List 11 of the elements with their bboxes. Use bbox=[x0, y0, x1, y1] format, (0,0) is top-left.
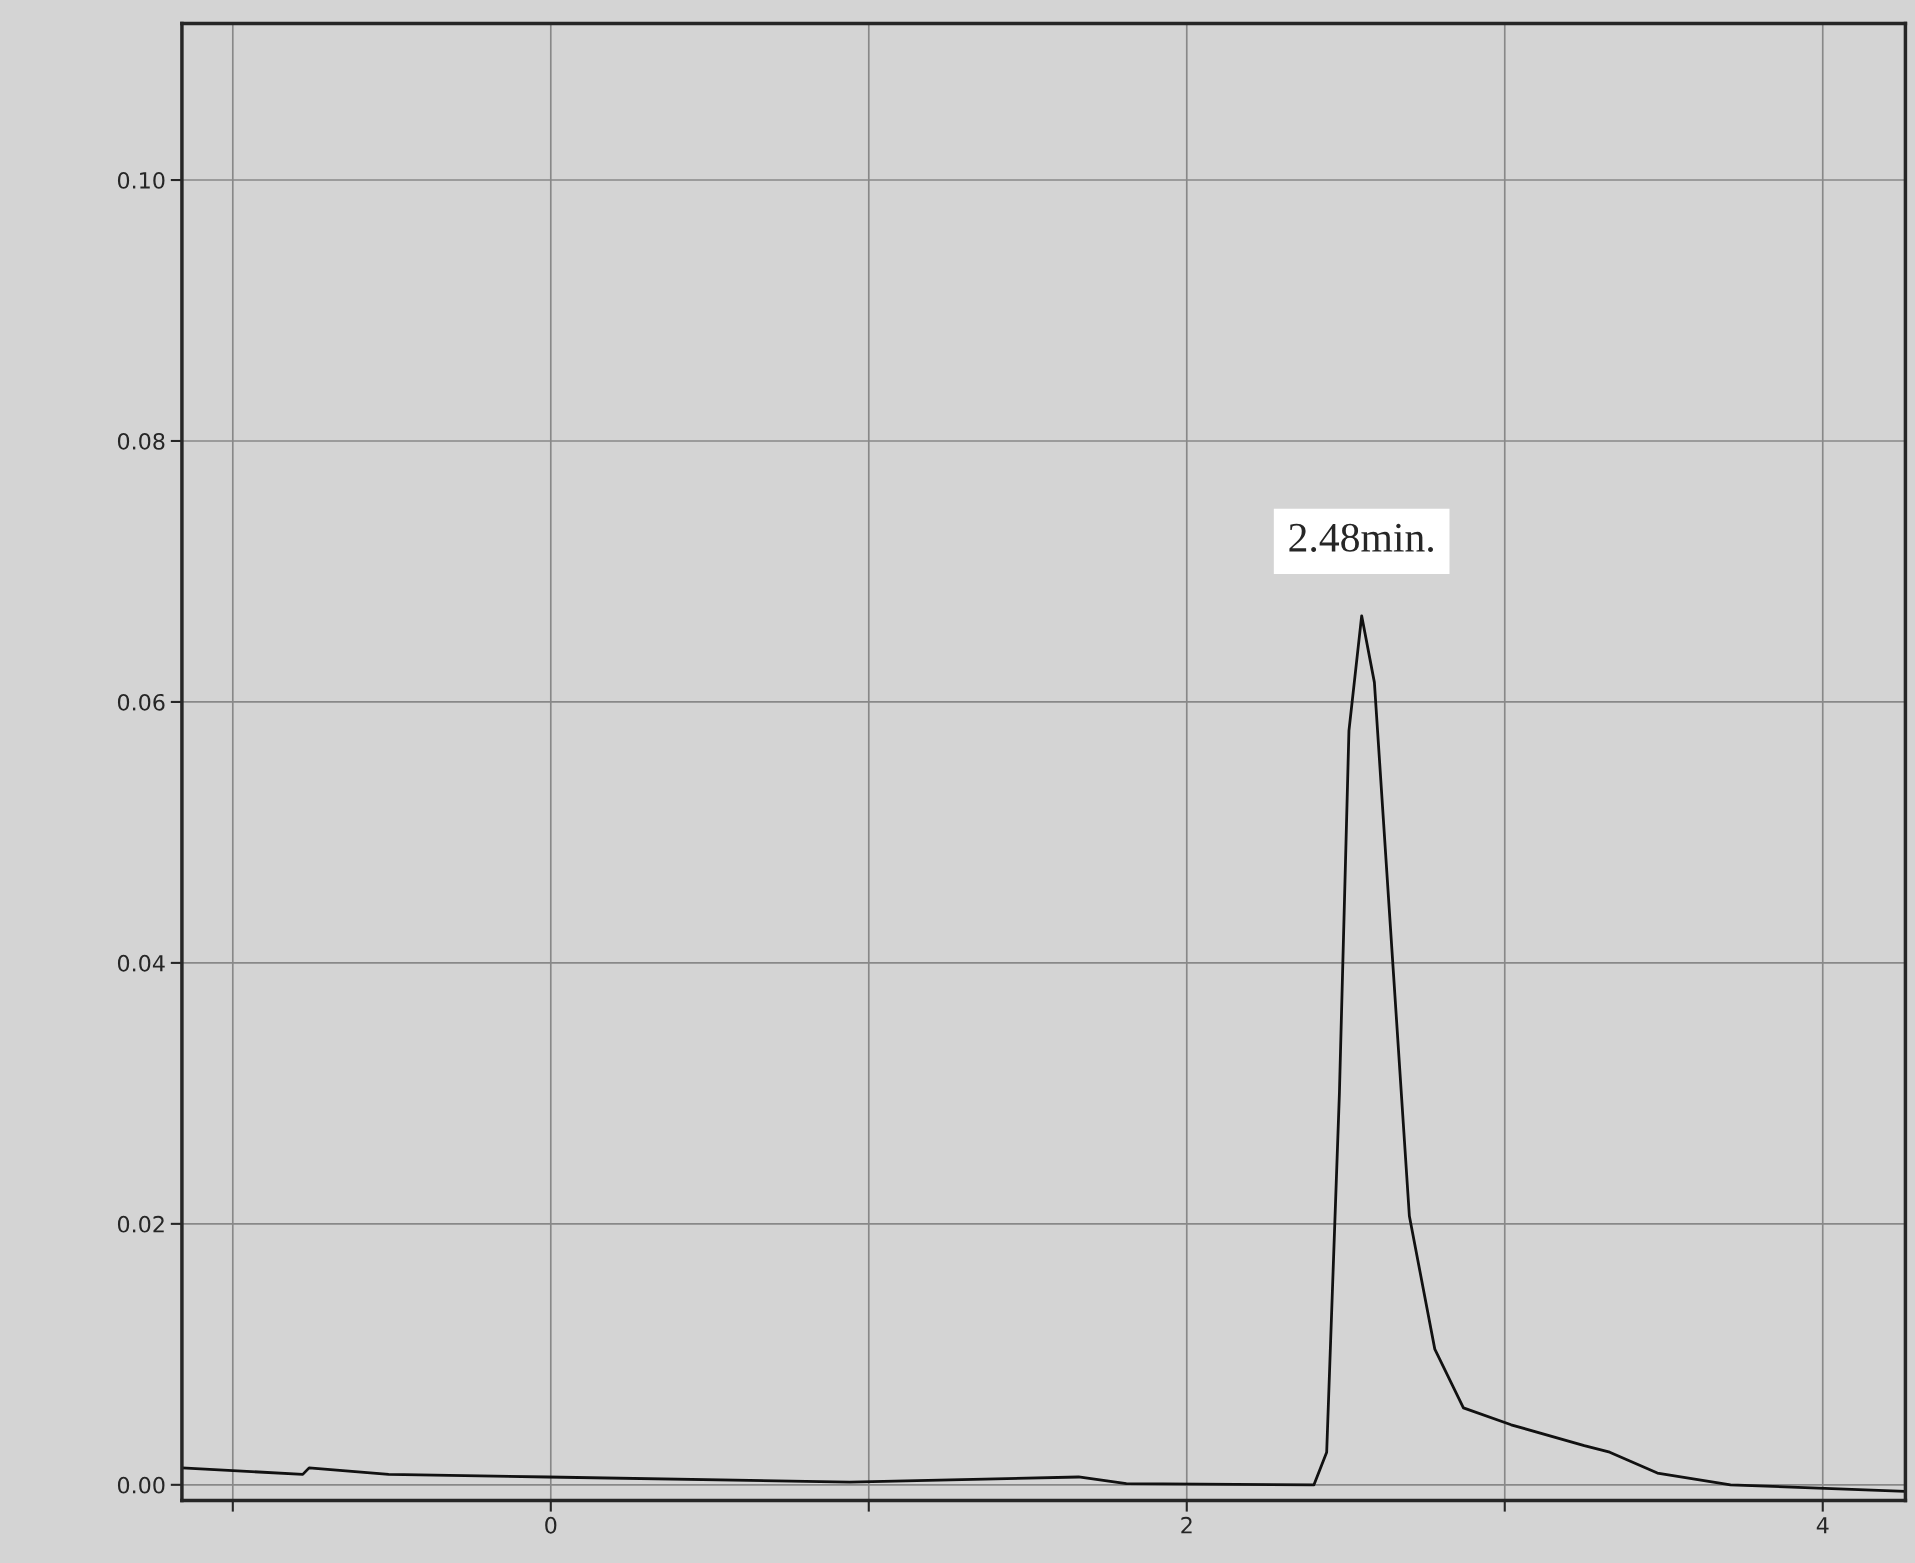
y-tick-label: 0.00 bbox=[117, 1476, 165, 1494]
x-tick-label: 0 bbox=[545, 1516, 557, 1534]
y-tick-label: 0.10 bbox=[117, 171, 165, 189]
x-tick-label: 2 bbox=[1181, 1516, 1192, 1534]
y-tick-label: 0.02 bbox=[117, 1215, 164, 1233]
annotation: 2.48min. bbox=[1289, 523, 1433, 552]
y-tick-label: 0.08 bbox=[117, 432, 165, 450]
y-tick-label: 0.04 bbox=[117, 954, 165, 972]
y-tick-label: 0.06 bbox=[117, 693, 165, 711]
line-series bbox=[181, 614, 1906, 1493]
x-tick-label: 4 bbox=[1816, 1517, 1829, 1534]
